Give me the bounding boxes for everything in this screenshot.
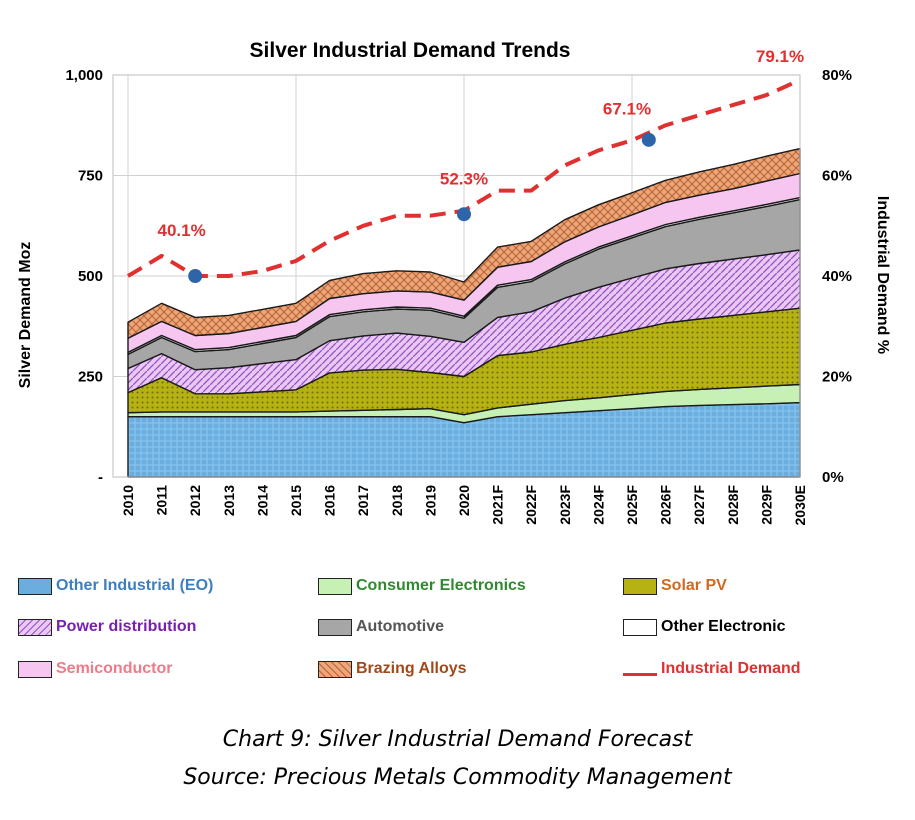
y-tick-label: - <box>98 469 103 486</box>
y-tick-label: 1,000 <box>65 67 103 84</box>
legend-label: Power distribution <box>56 618 197 635</box>
legend-item-power-distribution: Power distribution <box>18 616 196 638</box>
legend-swatch-consumer-electronics <box>318 577 352 595</box>
chart-caption-source: Source: Precious Metals Commodity Manage… <box>183 765 732 790</box>
y-axis-title: Silver Demand Moz <box>17 242 34 389</box>
percent-annotation: 40.1% <box>157 221 205 240</box>
y2-tick-label: 20% <box>822 369 852 386</box>
legend-label: Solar PV <box>661 577 727 594</box>
y-tick-label: 500 <box>78 268 103 285</box>
x-tick-label: 2014 <box>254 485 270 516</box>
x-tick-label: 2010 <box>120 485 136 516</box>
legend-label: Industrial Demand <box>661 660 801 677</box>
y2-tick-label: 0% <box>822 469 844 486</box>
legend-swatch-automotive <box>318 618 352 636</box>
y2-tick-label: 80% <box>822 67 852 84</box>
legend-swatch-solar-pv <box>623 577 657 595</box>
x-tick-label: 2013 <box>221 485 237 516</box>
x-tick-label: 2020 <box>456 485 472 516</box>
y2-tick-label: 60% <box>822 168 852 185</box>
data-point-marker <box>188 269 203 283</box>
legend-item-other-industrial: Other Industrial (EO) <box>18 575 213 597</box>
x-tick-label: 2015 <box>288 485 304 516</box>
legend-label: Other Industrial (EO) <box>56 577 214 594</box>
data-point-marker <box>457 207 471 222</box>
legend-item-solar-pv: Solar PV <box>623 575 727 597</box>
x-tick-label: 2023F <box>557 485 573 525</box>
x-tick-label: 2022F <box>523 485 539 525</box>
legend-swatch-other-electronic <box>623 618 657 636</box>
x-tick-label: 2021F <box>490 485 506 525</box>
x-tick-label: 2029F <box>758 485 774 525</box>
axes: - 250 500 750 1,000 0% 20% 40% 60% 80% 2010 2011 201… <box>65 67 852 525</box>
x-tick-label: 2018 <box>389 485 405 516</box>
x-tick-label: 2019 <box>422 485 438 516</box>
y2-tick-label: 40% <box>822 268 852 285</box>
x-tick-label: 2027F <box>691 485 707 525</box>
percent-annotation: 52.3% <box>440 170 488 189</box>
y-tick-label: 250 <box>78 369 103 386</box>
legend-swatch-brazing-alloys <box>318 660 352 678</box>
silver-demand-chart: Silver Industrial Demand Trends - 250 500 7… <box>17 39 891 525</box>
legend-swatch-power-distribution <box>18 618 52 636</box>
x-tick-label: 2012 <box>187 485 203 516</box>
legend-swatch-industrial-demand-line <box>623 672 657 676</box>
x-tick-label: 2028F <box>725 485 741 525</box>
legend-item-consumer-electronics: Consumer Electronics <box>318 575 526 597</box>
x-tick-label: 2017 <box>355 485 371 516</box>
legend-label: Other Electronic <box>661 618 786 635</box>
legend-label: Automotive <box>356 618 444 635</box>
plot-border <box>112 74 801 478</box>
legend-item-brazing-alloys: Brazing Alloys <box>318 658 467 680</box>
legend-item-semiconductor: Semiconductor <box>18 658 172 680</box>
legend-item-automotive: Automotive <box>318 616 444 638</box>
legend-label: Consumer Electronics <box>356 577 526 594</box>
y-tick-label: 750 <box>78 168 103 185</box>
legend-swatch-other-industrial <box>18 577 52 595</box>
percent-annotation: 79.1% <box>756 47 804 66</box>
x-tick-label: 2016 <box>322 485 338 516</box>
chart-title: Silver Industrial Demand Trends <box>250 39 571 62</box>
x-tick-label: 2030E <box>792 485 808 525</box>
percent-annotation: 67.1% <box>603 99 651 118</box>
legend-swatch-semiconductor <box>18 660 52 678</box>
data-point-marker <box>641 132 656 147</box>
x-tick-label: 2026F <box>658 485 674 525</box>
chart-caption-title: Chart 9: Silver Industrial Demand Foreca… <box>222 727 693 752</box>
legend-label: Brazing Alloys <box>356 660 467 677</box>
industrial-demand-line-layer: 40.1% 52.3% 67.1% 79.1% <box>126 47 804 283</box>
legend-item-industrial-demand: Industrial Demand <box>623 658 801 680</box>
x-tick-label: 2011 <box>154 485 170 516</box>
x-tick-label: 2024F <box>590 485 606 525</box>
legend-item-other-electronic: Other Electronic <box>623 616 785 638</box>
y2-axis-title: Industrial Demand % <box>874 196 891 354</box>
x-tick-label: 2025F <box>624 485 640 525</box>
legend-label: Semiconductor <box>56 660 173 677</box>
